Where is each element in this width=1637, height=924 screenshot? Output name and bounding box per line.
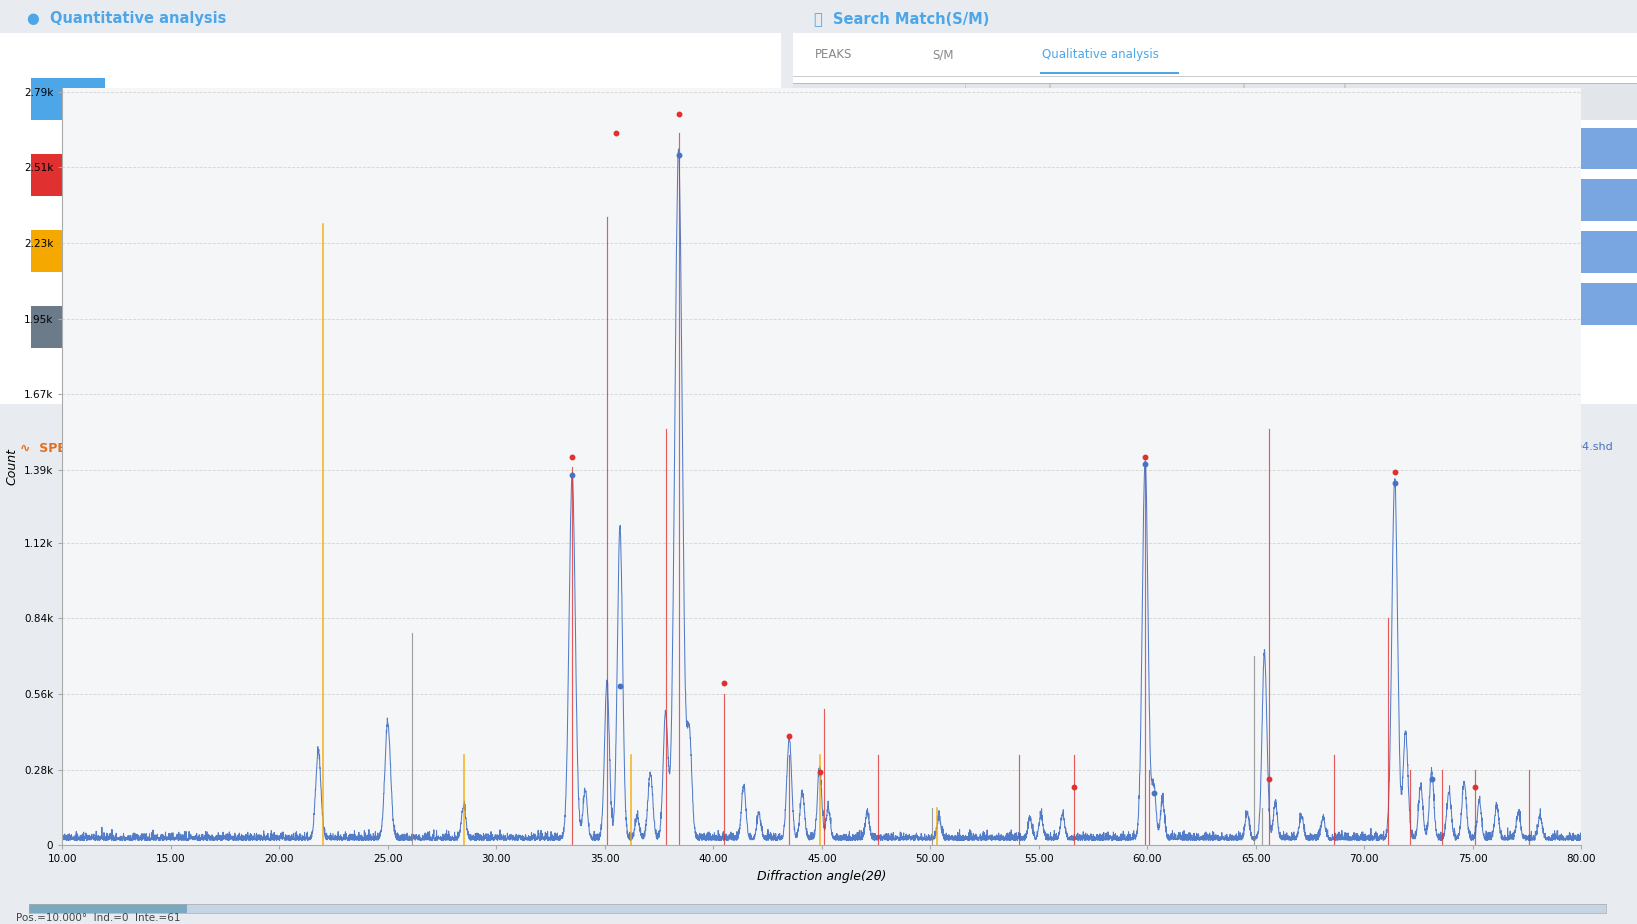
Text: ●  Quantitative analysis: ● Quantitative analysis [28, 11, 226, 26]
Bar [29, 904, 187, 913]
Text: 5.76%: 5.76% [969, 347, 1003, 358]
Text: Moissanite 6H: Moissanite 6H [1059, 145, 1139, 155]
Text: 10180: 10180 [974, 197, 1012, 207]
Bar [794, 231, 1637, 274]
Text: 32: 32 [974, 145, 989, 155]
Bar [794, 179, 1637, 222]
Text: 00-046-1045: 00-046-1045 [809, 301, 882, 311]
Text: 0.0576: 0.0576 [918, 347, 954, 358]
Text: 83.82%: 83.82% [969, 252, 1010, 262]
Wedge shape [565, 232, 638, 370]
Text: Pos.=10.000°  Ind.=0  Inte.=61: Pos.=10.000° Ind.=0 Inte.=61 [16, 913, 180, 923]
Text: SiC: SiC [1354, 145, 1373, 155]
Text: 01-077-1316: 01-077-1316 [809, 249, 882, 259]
Text: (83.82%): (83.82%) [837, 252, 884, 262]
Circle shape [797, 326, 828, 380]
Text: PEAKS: PEAKS [815, 48, 851, 61]
Text: (5.76%): (5.76%) [837, 347, 877, 358]
Text: ∿  SPECTRUM: ∿ SPECTRUM [20, 442, 115, 455]
Bar [1242, 84, 1244, 120]
X-axis label: Diffraction angle(2θ): Diffraction angle(2θ) [756, 870, 887, 883]
Wedge shape [501, 232, 776, 507]
Text: SiO2: SiO2 [1354, 301, 1382, 311]
Text: 0.0131: 0.0131 [918, 444, 954, 454]
Text: 1.31%: 1.31% [969, 444, 1003, 454]
Bar [1344, 84, 1346, 120]
Text: Quartz, syn: Quartz, syn [1059, 301, 1125, 311]
Text: SiO2: SiO2 [1354, 249, 1382, 259]
Text: 9.11%: 9.11% [969, 540, 1003, 550]
Bar [794, 84, 1637, 120]
Text: Phase: Phase [1059, 96, 1098, 109]
Bar [0, 5, 781, 32]
Bar [794, 284, 1637, 325]
Text: Txr: Txr [974, 96, 997, 109]
Text: Moissanite 4H: Moissanite 4H [1059, 197, 1139, 207]
Text: 0.0911: 0.0911 [918, 540, 954, 550]
Circle shape [797, 230, 828, 284]
Bar [964, 84, 966, 120]
Bar [794, 128, 1637, 169]
Text: Cristobalite low, syn (1.31%): Cristobalite low, syn (1.31%) [124, 239, 314, 252]
Circle shape [797, 517, 828, 571]
Text: Moissanite 6H (83.82%): Moissanite 6H (83.82%) [124, 88, 283, 101]
Text: S/M: S/M [933, 48, 954, 61]
Bar [31, 154, 105, 196]
Text: Qualitative analysis: Qualitative analysis [1043, 48, 1159, 61]
Text: Name: Name [1254, 96, 1292, 109]
Bar [794, 5, 1637, 32]
Text: Moissanite 4H (5.76%): Moissanite 4H (5.76%) [124, 164, 275, 176]
Circle shape [797, 422, 828, 476]
Text: 106: 106 [974, 301, 997, 311]
Y-axis label: Count: Count [5, 448, 18, 485]
Text: ☑  #632 - 海外黯土04.shd: ☑ #632 - 海外黯土04.shd [1490, 442, 1612, 452]
Text: Quartz, syn (9.11%): Quartz, syn (9.11%) [124, 315, 257, 328]
Text: 98: 98 [974, 249, 989, 259]
Text: 0.8382: 0.8382 [918, 252, 954, 262]
Bar [1049, 84, 1051, 120]
Text: (9.11%): (9.11%) [837, 540, 877, 550]
Wedge shape [522, 261, 638, 370]
Text: 🔍  Search Match(S/M): 🔍 Search Match(S/M) [815, 11, 990, 26]
Bar [31, 230, 105, 272]
Text: 01-073-1663: 01-073-1663 [809, 145, 882, 155]
Text: (1.31%): (1.31%) [837, 444, 877, 454]
Text: 01-073-1664: 01-073-1664 [809, 197, 882, 207]
Text: Cristobalite low, syn: Cristobalite low, syn [1059, 249, 1175, 259]
Text: ID: ID [809, 96, 823, 109]
Text: SiC: SiC [1354, 197, 1373, 207]
Bar [1039, 72, 1179, 75]
Bar [31, 306, 105, 348]
Bar [31, 79, 105, 120]
Wedge shape [555, 254, 638, 370]
Text: Chemical formula: Chemical formula [1354, 96, 1470, 109]
